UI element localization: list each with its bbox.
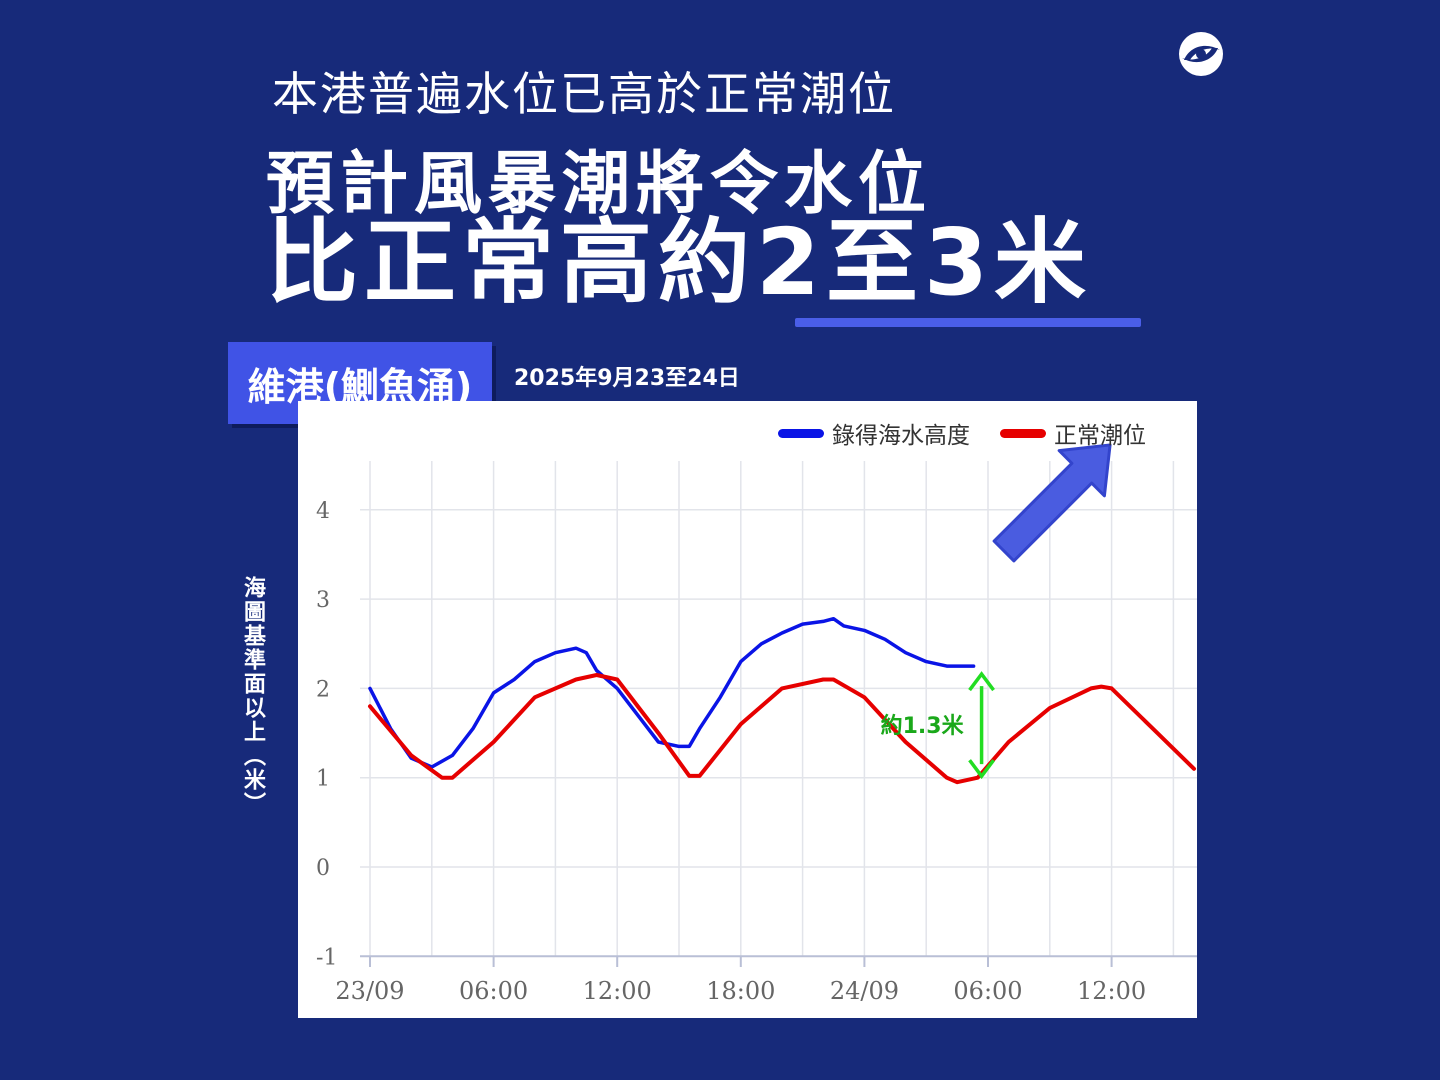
series-line-normal bbox=[368, 673, 1196, 785]
y-tick-label: 3 bbox=[316, 588, 330, 613]
date-range: 2025年9月23至24日 bbox=[514, 366, 740, 391]
headline-underline bbox=[795, 318, 1141, 327]
logo-icon bbox=[1179, 32, 1223, 76]
headline-line-2-prefix: 比正常高約 bbox=[266, 209, 757, 316]
y-tick-label: 2 bbox=[316, 677, 330, 702]
legend-item-recorded: 錄得海水高度 bbox=[778, 416, 970, 450]
chart-panel: 4 3 2 1 0 -1 23/09 06:00 12:00 18:00 24/09 06:00 12:… bbox=[298, 401, 1197, 1018]
y-axis-label: 海圖基準面以上（米） bbox=[240, 576, 265, 816]
difference-arrow-head-top bbox=[968, 671, 995, 692]
difference-arrow-head-bottom bbox=[968, 759, 995, 780]
headline-line-2-accent: 2至3米 bbox=[756, 209, 1093, 316]
legend-swatch-normal bbox=[1000, 428, 1046, 438]
x-tick-label: 06:00 bbox=[459, 977, 528, 1005]
difference-label: 約1.3米 bbox=[881, 713, 965, 739]
x-tick-label: 12:00 bbox=[1077, 977, 1146, 1005]
tide-chart: 4 3 2 1 0 -1 23/09 06:00 12:00 18:00 24/09 06:00 12:… bbox=[316, 443, 1197, 1005]
x-tick-label: 18:00 bbox=[706, 977, 775, 1005]
x-tick-label: 23/09 bbox=[335, 977, 404, 1005]
up-right-arrow-shape bbox=[992, 443, 1112, 563]
x-tick-label: 24/09 bbox=[830, 977, 899, 1005]
legend-label-recorded: 錄得海水高度 bbox=[832, 423, 970, 449]
legend-item-normal: 正常潮位 bbox=[1000, 416, 1146, 450]
y-tick-label: 4 bbox=[316, 499, 330, 524]
legend-swatch-recorded bbox=[778, 428, 824, 438]
x-tick-label: 12:00 bbox=[583, 977, 652, 1005]
x-tick-label: 06:00 bbox=[953, 977, 1022, 1005]
chart-legend: 錄得海水高度 正常潮位 bbox=[778, 416, 1146, 450]
legend-label-normal: 正常潮位 bbox=[1054, 423, 1146, 449]
y-tick-label: 1 bbox=[316, 767, 330, 792]
y-tick-label: -1 bbox=[316, 945, 337, 970]
subheadline: 本港普遍水位已高於正常潮位 bbox=[272, 67, 896, 121]
headline-line-1: 預計風暴潮將令水位 bbox=[266, 145, 933, 224]
series-line-recorded bbox=[368, 616, 976, 769]
y-tick-label: 0 bbox=[316, 856, 330, 881]
up-right-arrow-icon bbox=[992, 443, 1112, 563]
headline-line-2: 比正常高約2至3米 bbox=[266, 208, 1092, 318]
